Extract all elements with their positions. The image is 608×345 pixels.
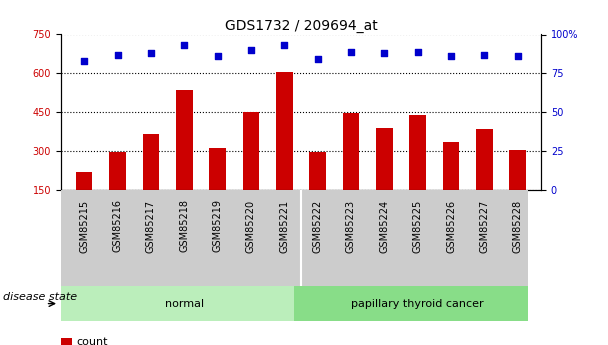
Title: GDS1732 / 209694_at: GDS1732 / 209694_at <box>224 19 378 33</box>
Point <box>413 49 423 54</box>
Point <box>313 57 322 62</box>
Bar <box>61 286 294 321</box>
Bar <box>61 338 72 345</box>
Bar <box>510 150 526 228</box>
Point <box>280 43 289 48</box>
Text: GSM85217: GSM85217 <box>146 199 156 253</box>
Bar <box>243 112 259 228</box>
Point <box>346 49 356 54</box>
Point <box>513 53 523 59</box>
Point <box>480 52 489 57</box>
Text: GSM85223: GSM85223 <box>346 199 356 253</box>
Text: GSM85221: GSM85221 <box>279 199 289 253</box>
Point <box>446 53 456 59</box>
Text: GSM85216: GSM85216 <box>112 199 122 253</box>
Text: normal: normal <box>165 299 204 308</box>
Text: GSM85228: GSM85228 <box>513 199 523 253</box>
Point <box>179 43 189 48</box>
Bar <box>376 128 393 228</box>
Bar <box>109 152 126 228</box>
Text: count: count <box>76 337 108 345</box>
Bar <box>142 134 159 228</box>
Text: GSM85219: GSM85219 <box>213 199 223 253</box>
Bar <box>409 115 426 228</box>
Text: GSM85224: GSM85224 <box>379 199 389 253</box>
Text: GSM85226: GSM85226 <box>446 199 456 253</box>
Bar <box>209 148 226 228</box>
Bar <box>443 142 460 228</box>
Bar <box>294 286 528 321</box>
Text: disease state: disease state <box>3 292 77 302</box>
Text: GSM85218: GSM85218 <box>179 199 189 253</box>
Text: GSM85215: GSM85215 <box>79 199 89 253</box>
Point <box>379 50 389 56</box>
Bar <box>176 90 193 228</box>
Bar <box>76 171 92 228</box>
Text: GSM85220: GSM85220 <box>246 199 256 253</box>
Text: papillary thyroid cancer: papillary thyroid cancer <box>351 299 484 308</box>
Text: GSM85222: GSM85222 <box>313 199 323 253</box>
Bar <box>309 152 326 228</box>
Text: GSM85225: GSM85225 <box>413 199 423 253</box>
Point <box>146 50 156 56</box>
Bar <box>476 129 492 228</box>
Point <box>112 52 122 57</box>
Bar <box>276 72 292 228</box>
Point <box>213 53 223 59</box>
Bar <box>343 114 359 228</box>
Text: GSM85227: GSM85227 <box>480 199 489 253</box>
Point <box>79 58 89 64</box>
Point <box>246 47 256 53</box>
